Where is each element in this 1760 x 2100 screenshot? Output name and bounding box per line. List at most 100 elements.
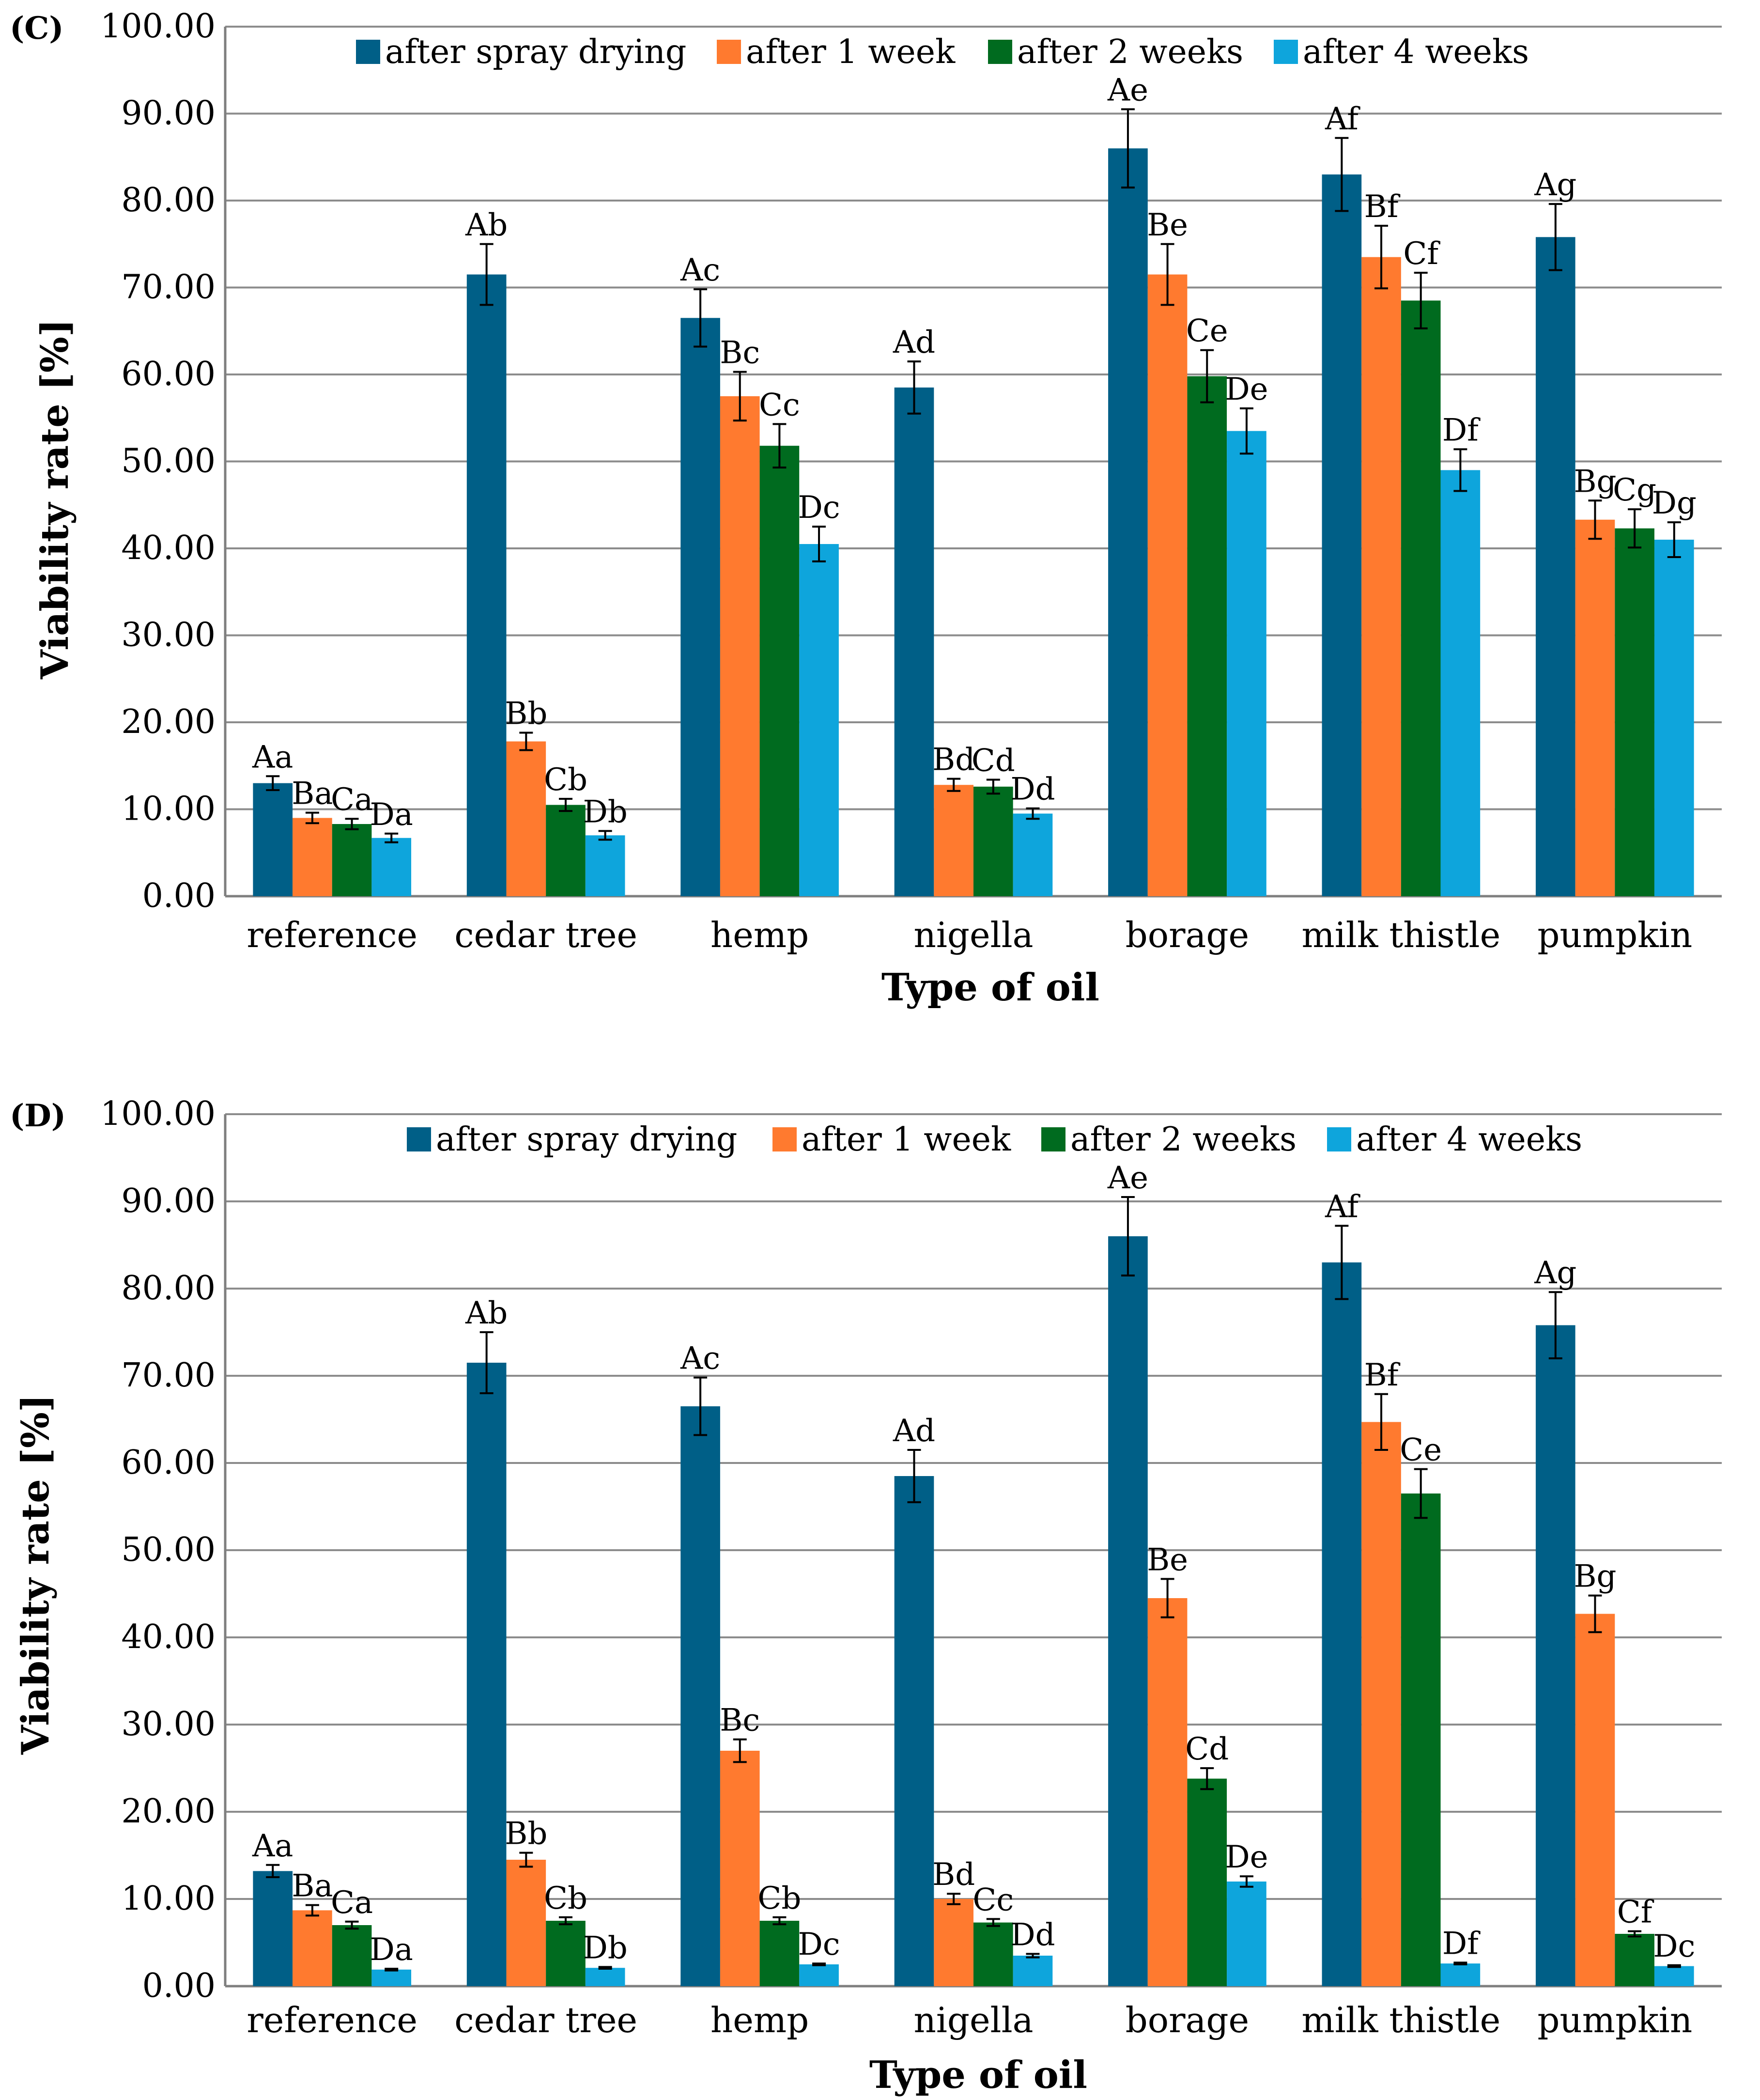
legend-swatch: [772, 1127, 797, 1151]
legend-label: after 4 weeks: [1303, 33, 1529, 71]
error-bar: [385, 832, 399, 843]
y-axis-title: Viability rate [%]: [14, 1394, 58, 1755]
error-bar: [1414, 1468, 1428, 1519]
bar: [1615, 1934, 1654, 1986]
x-tick-label: reference: [247, 915, 417, 955]
legend-item: after spray drying: [407, 1120, 737, 1159]
significance-label: Db: [583, 1930, 627, 1966]
y-tick-label: 60.00: [121, 355, 216, 393]
error-bar: [1414, 271, 1428, 329]
error-bar: [598, 1966, 612, 1970]
y-tick-label: 30.00: [121, 616, 216, 654]
significance-label: Bg: [1574, 1559, 1616, 1595]
bar: [894, 387, 934, 896]
error-bar: [345, 1920, 359, 1930]
error-bar: [1628, 1930, 1642, 1938]
significance-label: Bg: [1574, 464, 1616, 499]
bar: [1401, 300, 1441, 896]
legend-swatch: [988, 40, 1012, 64]
significance-label: Dc: [1653, 1929, 1695, 1964]
significance-label: Ac: [680, 252, 720, 288]
error-bar: [1026, 807, 1040, 820]
error-bar: [986, 778, 1000, 795]
significance-label: Cc: [759, 387, 800, 423]
significance-label: Ca: [331, 1885, 373, 1921]
bar: [585, 835, 625, 896]
error-bar: [1160, 243, 1174, 306]
legend-item: after 2 weeks: [988, 33, 1243, 71]
y-axis-title: Viability rate [%]: [33, 319, 77, 680]
significance-label: Ad: [893, 325, 935, 360]
x-axis-categories: reference cedar tree hemp nigella borage milk…: [247, 915, 1692, 955]
significance-label: Ca: [331, 782, 373, 818]
x-tick-label: nigella: [913, 915, 1033, 955]
error-bar: [558, 1916, 572, 1926]
significance-label: Df: [1442, 1926, 1481, 1961]
bar: [253, 1871, 293, 1986]
bar: [1401, 1493, 1441, 1986]
legend-swatch: [407, 1127, 431, 1151]
significance-label: Dd: [1010, 1917, 1055, 1953]
bar: [759, 446, 800, 896]
significance-label: Dd: [1010, 772, 1055, 808]
significance-label: Ac: [680, 1341, 720, 1377]
significance-label: Cc: [973, 1882, 1014, 1918]
y-axis-ticks: 0.00 10.00 20.00 30.00 40.00 50.00 60.00 70.00 8…: [100, 1095, 216, 2005]
error-bar: [1239, 1875, 1253, 1888]
bar: [680, 1406, 720, 1986]
bar: [506, 741, 546, 896]
y-tick-label: 20.00: [121, 1792, 216, 1831]
x-tick-label: borage: [1126, 2000, 1249, 2040]
bar: [1361, 257, 1401, 896]
error-bar: [519, 1851, 533, 1868]
error-bar: [733, 1738, 747, 1763]
legend-label: after 1 week: [802, 1120, 1011, 1159]
bar: [1440, 470, 1481, 896]
bar: [1440, 1963, 1481, 1986]
bar: [1013, 1956, 1053, 1986]
error-bar: [1200, 349, 1214, 404]
significance-label: Aa: [252, 739, 293, 775]
legend: after spray drying after 1 week after 2 we…: [356, 33, 1529, 71]
legend-label: after spray drying: [436, 1120, 737, 1159]
legend-item: after 2 weeks: [1041, 1120, 1297, 1159]
bar: [293, 818, 332, 896]
significance-label: Bb: [505, 1816, 547, 1852]
bar: [546, 805, 586, 896]
chart-panel-d: (D) 0.00 10.00 20.00 30.00 40.00 50.00 60.00 70…: [10, 1095, 1722, 2097]
bar: [1654, 1966, 1694, 1986]
bar: [371, 838, 412, 896]
error-bar: [1374, 1393, 1389, 1451]
y-tick-label: 90.00: [121, 94, 216, 133]
significance-label: Aa: [252, 1828, 293, 1864]
bars: [253, 148, 1694, 897]
significance-label: Cb: [544, 1881, 587, 1916]
gridlines: [224, 1113, 1722, 1988]
significance-label: Bf: [1364, 1357, 1401, 1393]
error-bar: [1548, 1291, 1562, 1359]
bar: [585, 1968, 625, 1986]
bar: [799, 544, 839, 896]
significance-label: Df: [1442, 412, 1481, 448]
error-bar: [1026, 1953, 1040, 1959]
bar: [1575, 1614, 1615, 1986]
error-bar: [694, 1376, 708, 1436]
significance-label: Ba: [292, 776, 333, 812]
error-bar: [1335, 1225, 1349, 1300]
error-bar: [907, 1449, 921, 1503]
legend-swatch: [717, 40, 741, 64]
error-bar: [1588, 499, 1602, 540]
legend-swatch: [1327, 1127, 1351, 1151]
bar: [293, 1910, 332, 1986]
error-bar: [1200, 1767, 1214, 1790]
error-bar: [1628, 508, 1642, 549]
significance-label: Ad: [893, 1413, 935, 1449]
bar: [1147, 1598, 1188, 1986]
significance-label: De: [1225, 1839, 1268, 1875]
error-bar: [812, 1962, 826, 1966]
error-bar: [598, 830, 612, 841]
significance-label: Cg: [1613, 472, 1656, 508]
y-tick-label: 90.00: [121, 1182, 216, 1220]
error-bar: [733, 371, 747, 422]
